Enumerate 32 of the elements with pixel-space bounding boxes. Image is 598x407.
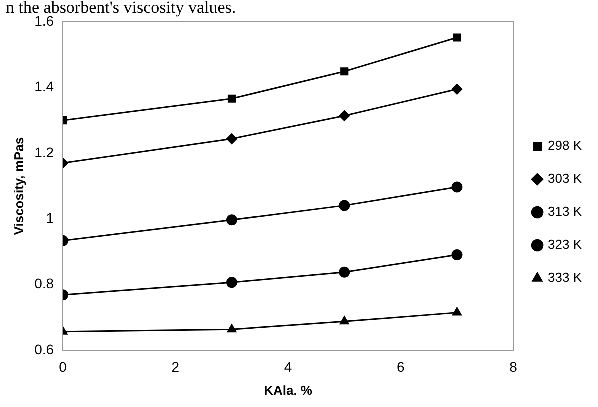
y-tick-label: 1.4	[34, 78, 54, 95]
legend-label: 303 K	[548, 171, 582, 186]
point	[452, 249, 463, 260]
point	[452, 84, 463, 95]
point	[339, 200, 350, 212]
point	[453, 34, 462, 42]
point	[226, 133, 238, 144]
legend-label: 333 K	[548, 270, 582, 286]
x-tick-label: 0	[59, 358, 68, 375]
point	[339, 266, 350, 278]
x-tick-label: 8	[510, 358, 518, 375]
point	[452, 182, 463, 193]
point	[226, 214, 238, 226]
point	[227, 324, 237, 333]
legend-label: 323 K	[548, 237, 582, 252]
point	[340, 316, 350, 325]
point	[226, 277, 238, 288]
point	[452, 307, 462, 316]
point	[339, 110, 350, 122]
x-tick-label: 6	[397, 358, 406, 375]
x-tick-label: 2	[172, 358, 180, 375]
x-tick-label: 4	[284, 358, 292, 375]
y-axis-title: Viscosity, mPas	[11, 137, 26, 236]
y-tick-label: 1.2	[34, 144, 54, 160]
point	[228, 94, 236, 103]
y-tick-label: 0.6	[34, 341, 54, 358]
x-axis-title: KAla. %	[264, 382, 313, 398]
y-tick-label: 1	[46, 210, 54, 226]
y-tick-label: 0.8	[34, 276, 54, 292]
legend-label: 313 K	[548, 204, 582, 220]
point	[340, 68, 349, 76]
legend-label: 298 K	[548, 138, 582, 154]
